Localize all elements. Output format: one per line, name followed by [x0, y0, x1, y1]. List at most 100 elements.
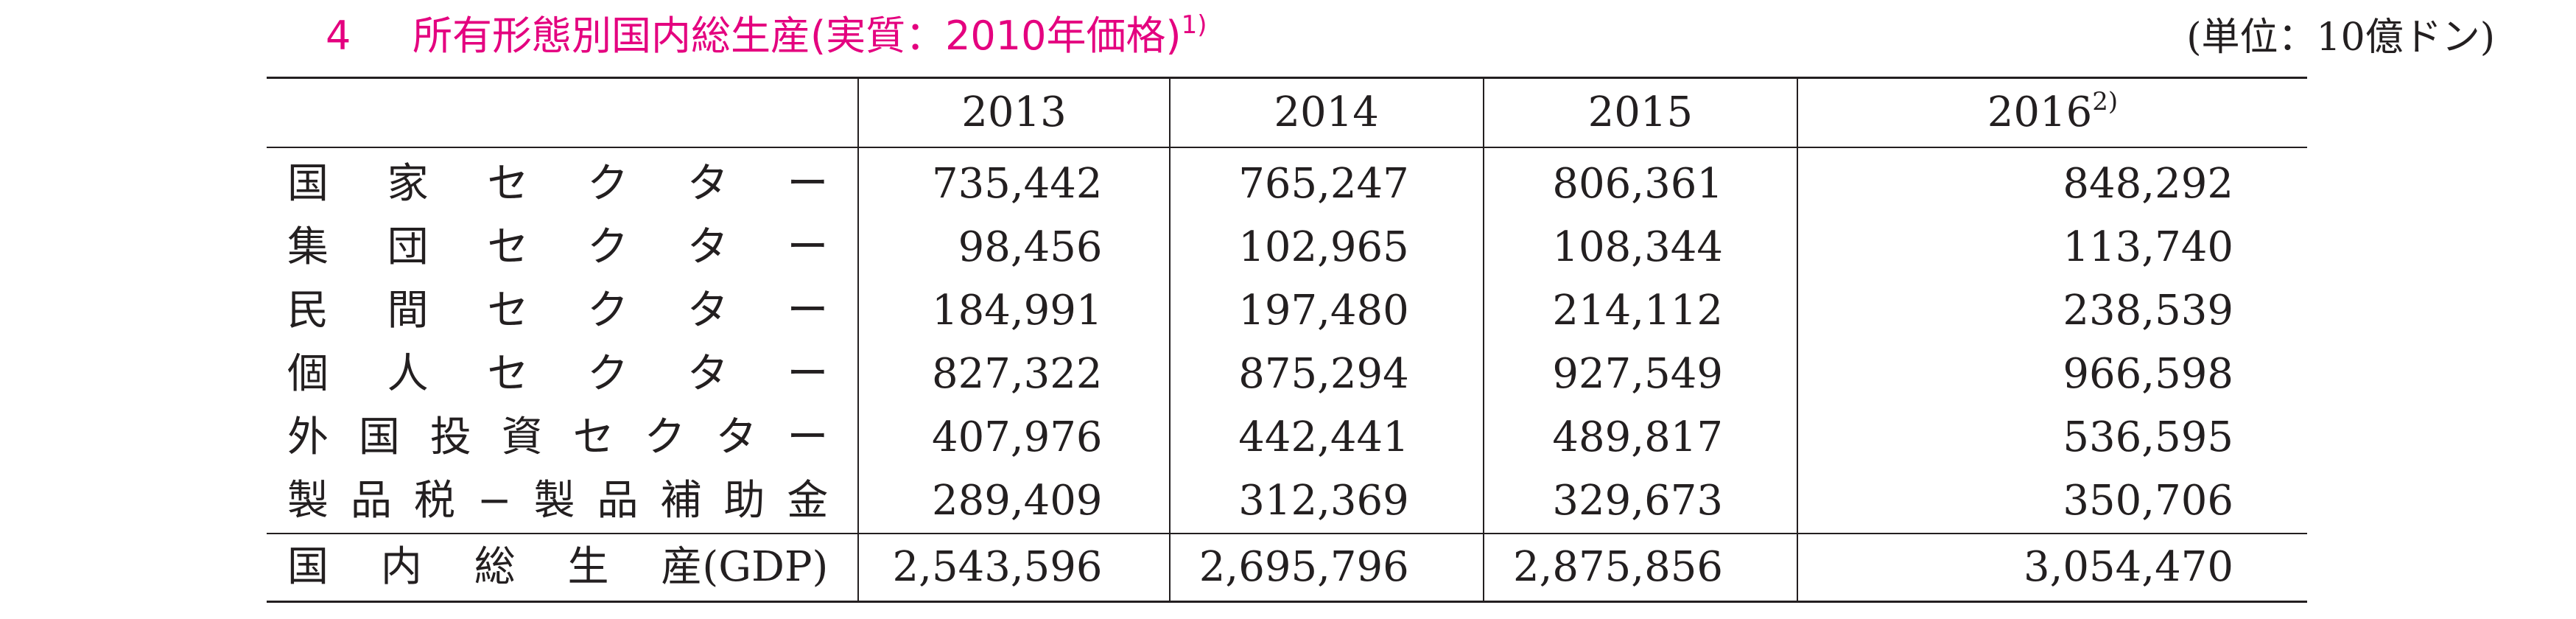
row-label-chars: 国 内 総 生 産(GDP) — [287, 534, 828, 601]
cell-value-2014: 765,247 — [1168, 147, 1484, 216]
row-label-char: 個 — [287, 350, 329, 398]
row-label-char: 投 — [429, 413, 471, 461]
cell-value-2014: 875,294 — [1168, 343, 1484, 406]
cell-value-2015: 108,344 — [1482, 216, 1797, 279]
row-label-char: 間 — [387, 287, 429, 335]
cell-value-2016: 3,054,470 — [1797, 533, 2307, 603]
row-label-char: タ — [687, 350, 729, 398]
table-header: 2013 2014 2015 20162) — [267, 77, 2307, 148]
cell-value-2015: 489,817 — [1482, 406, 1797, 469]
cell-value-2016: 350,706 — [1797, 469, 2307, 534]
row-label-char: 家 — [387, 160, 429, 208]
row-label-char: 税 — [413, 477, 455, 525]
cell-value-2014: 2,695,796 — [1168, 533, 1484, 603]
table-title-footnote-ref: 1) — [1181, 10, 1207, 40]
row-label-chars: 民間セクター — [287, 279, 828, 343]
cell-value-2013: 2,543,596 — [857, 533, 1170, 603]
table-row: 製品税 − 製品補助金 289,409 312,369 329,673 350,706 — [267, 469, 2307, 534]
cell-value-2016: 966,598 — [1797, 343, 2307, 406]
total-label: 国 内 総 生 産(GDP) — [267, 533, 859, 603]
table-row: 国 家 セ ク タ ー 735,442 765,247 806,361 848,292 — [267, 147, 2307, 216]
row-label-char: 助 — [723, 477, 765, 525]
cell-value-2014: 197,480 — [1168, 279, 1484, 343]
header-year-2014: 2014 — [1168, 77, 1484, 148]
row-label-char: 産(GDP) — [661, 543, 829, 591]
cell-value-2014: 102,965 — [1168, 216, 1484, 279]
row-label-char: タ — [687, 223, 729, 271]
row-label-char: 国 — [358, 413, 400, 461]
header-year-2013: 2013 — [857, 77, 1170, 148]
cell-value-2015: 329,673 — [1482, 469, 1797, 534]
unit-label: (単位：10億ドン) — [2186, 15, 2495, 60]
row-label-char: タ — [715, 413, 757, 461]
row-label-char: 金 — [787, 477, 829, 525]
row-label-chars: 外国投資セクター — [287, 406, 828, 469]
table-number: 4 — [326, 13, 351, 59]
row-label-char: 補 — [660, 477, 702, 525]
cell-value-2013: 735,442 — [857, 147, 1170, 216]
row-label-chars: 製品税 − 製品補助金 — [287, 469, 828, 533]
row-label-char: 生 — [567, 543, 609, 591]
cell-value-2013: 184,991 — [857, 279, 1170, 343]
row-label-char: 資 — [501, 413, 543, 461]
row-label-char: ク — [587, 160, 629, 208]
row-label-char: 団 — [387, 223, 429, 271]
cell-value-2016: 848,292 — [1797, 147, 2307, 216]
header-blank-cell — [267, 77, 859, 148]
cell-value-2013: 827,322 — [857, 343, 1170, 406]
row-label-char: 外 — [287, 413, 329, 461]
row-label: 外国投資セクター — [267, 406, 858, 469]
row-label: 民間セクター — [267, 279, 858, 343]
cell-value-2014: 312,369 — [1168, 469, 1484, 534]
table-body: 国家セクター 735,442 765,247 806,361 848,292 集団セクター… — [267, 147, 2307, 603]
row-label-char: タ — [687, 287, 729, 335]
row-label-char: 製 — [533, 477, 575, 525]
cell-value-2013: 289,409 — [857, 469, 1170, 534]
cell-value-2015: 2,875,856 — [1482, 533, 1797, 603]
row-label-char: 民 — [287, 287, 329, 335]
table-row: 外国投資セクター 407,976 442,441 489,817 536,595 — [267, 406, 2307, 469]
row-label-char: ー — [787, 350, 829, 398]
row-label-char: 人 — [387, 350, 429, 398]
row-label-chars: 国家セクター — [287, 153, 828, 216]
cell-value-2014: 442,441 — [1168, 406, 1484, 469]
gdp-by-ownership-table: 2013 2014 2015 20162) 国家セクター 735,442 765,2… — [267, 77, 2307, 603]
cell-value-2013: 98,456 — [857, 216, 1170, 279]
row-label-char: ー — [787, 287, 829, 335]
row-label-char: 内 — [380, 543, 422, 591]
table-title: 所有形態別国内総生産(実質：2010年価格)1) — [413, 10, 1207, 62]
header-year-2016-text: 2016 — [1987, 88, 2093, 136]
row-label-char: ク — [587, 223, 629, 271]
row-label-char: セ — [572, 413, 614, 461]
header-year-2016: 20162) — [1797, 77, 2307, 148]
row-label-char: セ — [487, 350, 529, 398]
table-row: 民 間 セ ク タ ー 184,991 197,480 214,112 238,539 — [267, 279, 2307, 343]
header-year-2016-footnote-ref: 2) — [2092, 87, 2119, 116]
cell-value-2015: 806,361 — [1482, 147, 1797, 216]
row-label-char: − — [477, 477, 512, 525]
row-label-char: ク — [587, 287, 629, 335]
row-label-char: 国 — [287, 543, 329, 591]
row-label: 個人セクター — [267, 343, 858, 406]
table-row: 集 団 セ ク タ ー 98,456 102,965 108,344 113,740 — [267, 216, 2307, 279]
cell-value-2013: 407,976 — [857, 406, 1170, 469]
row-label-chars: 個人セクター — [287, 343, 828, 406]
row-label-char: 総 — [474, 543, 516, 591]
row-label-char: ー — [787, 223, 829, 271]
row-label-char: タ — [687, 160, 729, 208]
row-label-char: ー — [787, 413, 829, 461]
row-label-char: 集 — [287, 223, 329, 271]
row-label-char: 国 — [287, 160, 329, 208]
row-label-char: セ — [487, 223, 529, 271]
header-row: 2013 2014 2015 20162) — [267, 77, 2307, 148]
row-label-char: 品 — [350, 477, 392, 525]
row-label: 集団セクター — [267, 216, 858, 279]
row-label-char: ー — [787, 160, 829, 208]
cell-value-2016: 536,595 — [1797, 406, 2307, 469]
cell-value-2016: 113,740 — [1797, 216, 2307, 279]
table-caption: 4 所有形態別国内総生産(実質：2010年価格)1) (単位：10億ドン) — [0, 0, 2576, 77]
row-label-char: セ — [487, 287, 529, 335]
row-label-char: ク — [587, 350, 629, 398]
row-label-chars: 集団セクター — [287, 216, 828, 279]
cell-value-2016: 238,539 — [1797, 279, 2307, 343]
